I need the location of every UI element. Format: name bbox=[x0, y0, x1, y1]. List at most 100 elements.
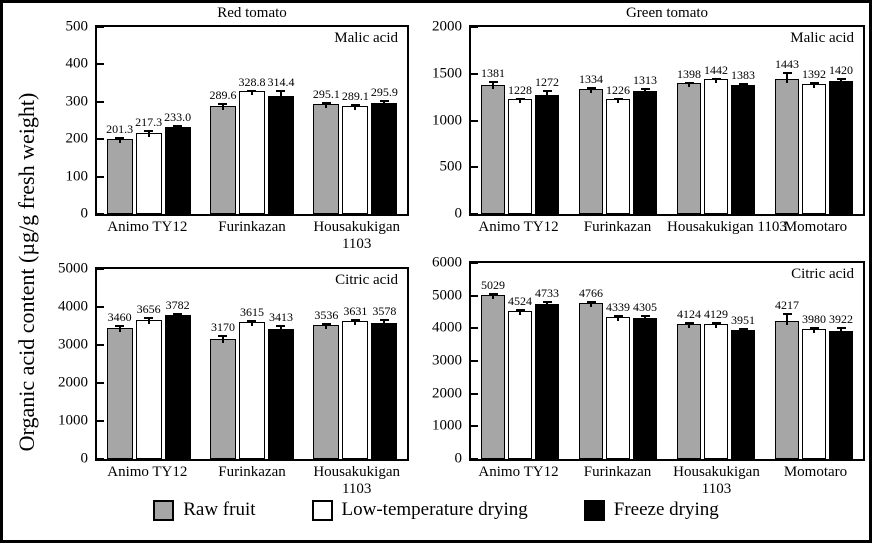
y-tick bbox=[471, 166, 478, 169]
category-label: Momotaro bbox=[783, 219, 848, 235]
category-group: 1381 1228 1272 bbox=[471, 27, 569, 214]
error-bar bbox=[840, 78, 842, 86]
bar: 4733 bbox=[535, 286, 559, 459]
bar: 217.3 bbox=[135, 115, 162, 214]
error-bar-cap bbox=[515, 98, 525, 101]
error-bar bbox=[279, 325, 282, 334]
bar-value-label: 3951 bbox=[731, 313, 755, 328]
y-tick bbox=[97, 344, 104, 346]
category-group: 4124 4129 3951 bbox=[667, 263, 765, 459]
bar-value-label: 4733 bbox=[535, 285, 559, 300]
y-tick-label: 100 bbox=[65, 168, 89, 185]
error-bar-cap bbox=[276, 89, 286, 92]
error-bar-cap bbox=[782, 313, 792, 316]
bar: 4766 bbox=[579, 286, 603, 459]
y-tick-label: 6000 bbox=[432, 254, 462, 271]
bar-value-label: 201.3 bbox=[106, 122, 134, 137]
acid-type-label: Malic acid bbox=[334, 30, 398, 46]
bar-value-label: 1442 bbox=[704, 62, 728, 77]
error-bar-cap bbox=[586, 86, 596, 89]
error-bar bbox=[118, 138, 121, 143]
error-bar bbox=[492, 81, 494, 89]
bar: 1313 bbox=[633, 73, 657, 214]
error-bar bbox=[617, 316, 619, 322]
category-label: Animo TY12 bbox=[107, 464, 188, 480]
category-group: 201.3 217.3 233.0 bbox=[97, 27, 200, 214]
bar: 1272 bbox=[535, 75, 559, 214]
legend: Raw fruit Low-temperature drying Freeze … bbox=[3, 499, 869, 521]
error-bar-cap bbox=[247, 89, 257, 92]
bar: 5029 bbox=[481, 278, 505, 459]
bar: 289.1 bbox=[342, 89, 369, 214]
y-tick bbox=[97, 382, 104, 384]
error-bar bbox=[742, 329, 744, 334]
bar-value-label: 3413 bbox=[268, 309, 293, 324]
bar-value-label: 1272 bbox=[535, 74, 559, 89]
bar-cluster: 5029 4524 4733 bbox=[481, 278, 559, 459]
chart-title: Green tomato bbox=[625, 5, 709, 21]
bar: 3631 bbox=[342, 304, 369, 459]
bar-value-label: 217.3 bbox=[135, 114, 163, 129]
x-axis-labels: Animo TY12 Furinkazan Housakukigan 1103 Mom… bbox=[469, 219, 865, 236]
category-label-cell: Animo TY12 bbox=[95, 219, 200, 253]
error-bar-cap bbox=[542, 300, 552, 303]
bar: 1226 bbox=[606, 83, 630, 214]
error-bar-cap bbox=[836, 77, 846, 80]
error-bar-cap bbox=[218, 103, 228, 106]
y-tick-label: 4000 bbox=[432, 319, 462, 336]
category-label: Housakukigan 1103 bbox=[673, 464, 760, 497]
bar-value-label: 1381 bbox=[481, 65, 505, 80]
error-bar-cap bbox=[836, 327, 846, 330]
error-bar bbox=[546, 90, 548, 100]
bar: 3951 bbox=[731, 313, 755, 459]
freeze-drying-swatch-icon bbox=[583, 499, 605, 521]
error-bar-cap bbox=[640, 87, 650, 90]
bar: 3615 bbox=[238, 305, 265, 459]
error-bar bbox=[715, 322, 717, 329]
y-tick bbox=[471, 262, 478, 264]
bar: 233.0 bbox=[164, 110, 191, 214]
bar-value-label: 1392 bbox=[802, 67, 826, 81]
error-bar-cap bbox=[711, 77, 721, 80]
error-bar bbox=[688, 82, 690, 88]
y-tick-label: 4000 bbox=[58, 298, 88, 315]
bar: 328.8 bbox=[238, 75, 265, 214]
y-tick-label: 5000 bbox=[58, 260, 88, 277]
bar: 3656 bbox=[135, 302, 162, 459]
bar-value-label: 4124 bbox=[677, 306, 701, 321]
y-tick-label: 1000 bbox=[432, 112, 462, 128]
bar-value-label: 1398 bbox=[677, 66, 701, 81]
category-label: Animo TY12 bbox=[107, 219, 188, 235]
error-bar-cap bbox=[613, 315, 623, 318]
chart-title: Red tomato bbox=[217, 5, 287, 21]
category-label-cell: Furinkazan bbox=[200, 219, 305, 253]
category-group: 3536 3631 3578 bbox=[304, 269, 407, 459]
category-label-cell: Housakukigan 1103 bbox=[667, 464, 766, 498]
category-group: 295.1 289.1 295.9 bbox=[304, 27, 407, 214]
error-bar bbox=[715, 78, 717, 84]
error-bar-cap bbox=[350, 104, 360, 107]
category-label-cell: Furinkazan bbox=[200, 464, 305, 498]
bar-value-label: 4766 bbox=[579, 285, 603, 300]
category-label: Housakukigan 1103 bbox=[313, 464, 400, 497]
bar: 3413 bbox=[267, 310, 294, 459]
bar: 295.1 bbox=[313, 87, 340, 214]
bar: 3170 bbox=[209, 320, 236, 459]
bar-value-label: 1443 bbox=[775, 56, 799, 71]
error-bar bbox=[279, 90, 282, 101]
bar-cluster: 3460 3656 3782 bbox=[106, 298, 191, 459]
y-tick bbox=[471, 26, 478, 28]
error-bar-cap bbox=[488, 80, 498, 83]
bar: 1383 bbox=[731, 68, 755, 214]
bar: 1442 bbox=[704, 63, 728, 214]
bar-value-label: 4339 bbox=[606, 300, 630, 315]
bar-cluster: 1398 1442 1383 bbox=[677, 63, 755, 214]
bar-cluster: 295.1 289.1 295.9 bbox=[313, 85, 398, 214]
y-tick bbox=[97, 458, 104, 460]
category-label: Housakukigan 1103 bbox=[667, 219, 787, 235]
category-label-cell: Animo TY12 bbox=[95, 464, 200, 498]
error-bar-cap bbox=[379, 319, 389, 322]
error-bar bbox=[786, 72, 788, 84]
error-bar bbox=[221, 104, 224, 110]
